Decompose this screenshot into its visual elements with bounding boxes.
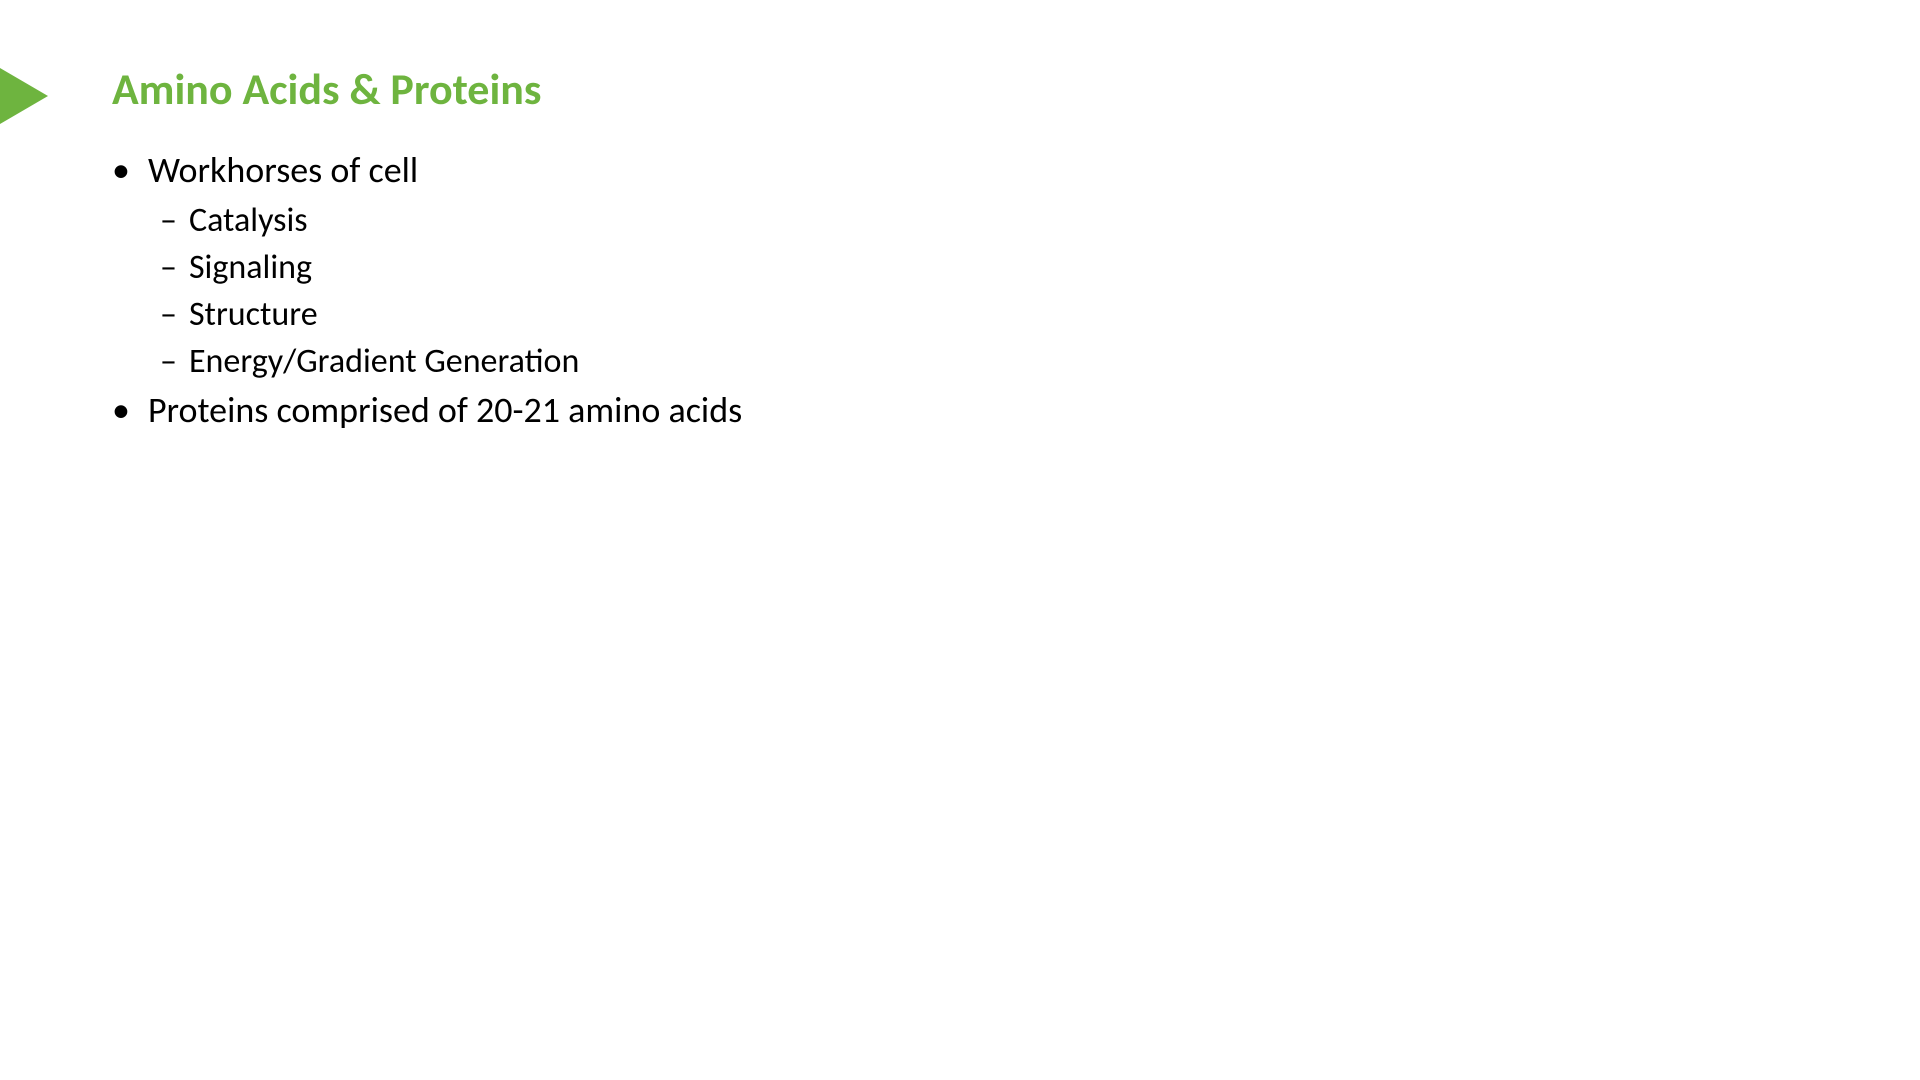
slide-content: Amino Acids & Proteins Workhorses of cel… [112, 62, 742, 440]
bullet-text: Proteins comprised of 20-21 amino acids [148, 388, 742, 432]
bullet-item-level1: Proteins comprised of 20-21 amino acids [112, 388, 742, 432]
arrow-decoration-icon [0, 68, 48, 124]
bullet-text: Catalysis [189, 200, 308, 241]
bullet-text: Signaling [189, 247, 312, 288]
bullet-text: Energy/Gradient Generation [189, 341, 579, 382]
bullet-item-level2: Structure [160, 294, 742, 335]
bullet-text: Workhorses of cell [148, 148, 418, 192]
bullet-item-level2: Catalysis [160, 200, 742, 241]
bullet-list: Workhorses of cell Catalysis Signaling S… [112, 148, 742, 432]
bullet-item-level2: Energy/Gradient Generation [160, 341, 742, 382]
bullet-item-level2: Signaling [160, 247, 742, 288]
bullet-text: Structure [189, 294, 318, 335]
slide-title: Amino Acids & Proteins [112, 62, 742, 116]
bullet-item-level1: Workhorses of cell [112, 148, 742, 192]
